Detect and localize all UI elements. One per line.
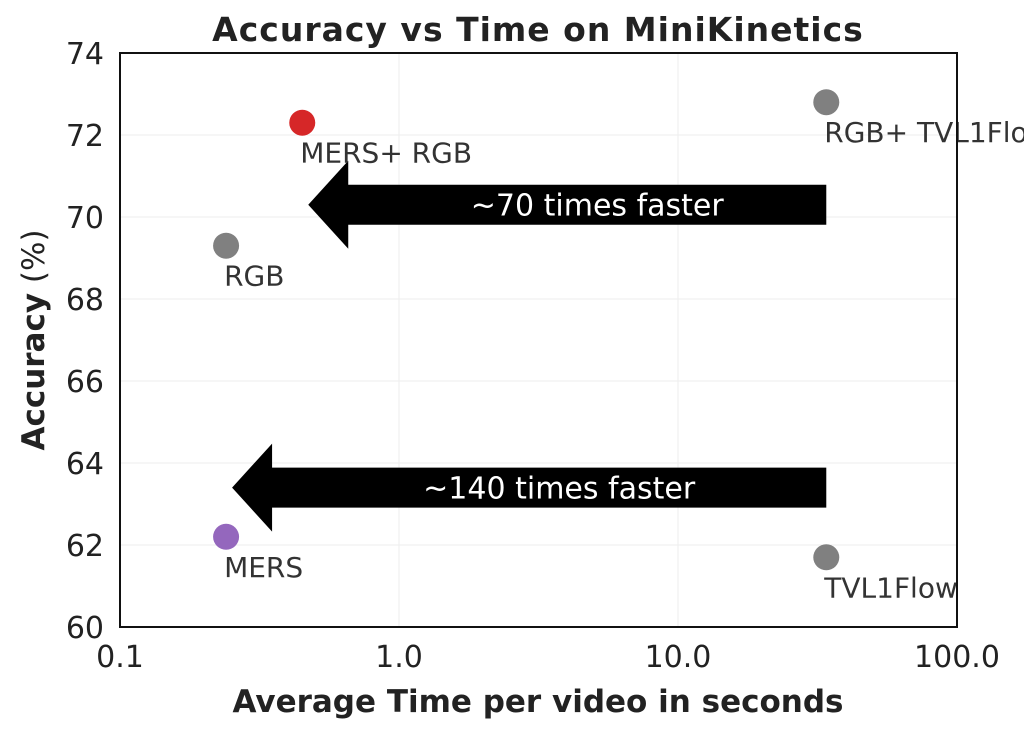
data-points: MERS+ RGB RGB MERS RGB+ TVL1Flow TVL1Flow bbox=[213, 89, 1024, 604]
x-tick-label: 0.1 bbox=[96, 640, 144, 675]
data-point bbox=[213, 232, 240, 259]
y-tick-label: 60 bbox=[66, 611, 104, 646]
x-tick-label: 1.0 bbox=[375, 640, 423, 675]
y-axis-label-unit: (%) bbox=[16, 229, 52, 293]
point-label: RGB+ TVL1Flow bbox=[824, 116, 1024, 149]
y-tick-label: 64 bbox=[66, 447, 104, 482]
y-tick-label: 68 bbox=[66, 283, 104, 318]
chart-title: Accuracy vs Time on MiniKinetics bbox=[212, 10, 864, 49]
x-tick-label: 100.0 bbox=[914, 640, 1000, 675]
y-tick-label: 74 bbox=[66, 37, 104, 72]
speedup-arrow bbox=[232, 443, 827, 532]
tick-labels: 60 62 64 66 68 70 72 74 0.1 1.0 10.0 100.0 bbox=[66, 37, 1000, 675]
data-point bbox=[289, 109, 316, 136]
y-tick-label: 66 bbox=[66, 365, 104, 400]
point-label: MERS+ RGB bbox=[300, 137, 472, 170]
point-label: TVL1Flow bbox=[823, 571, 958, 604]
point-label: RGB bbox=[224, 260, 284, 293]
y-axis-label: Accuracy (%) bbox=[16, 229, 52, 450]
y-tick-label: 70 bbox=[66, 201, 104, 236]
x-axis-label: Average Time per video in seconds bbox=[232, 684, 843, 720]
data-point bbox=[813, 544, 840, 571]
y-tick-label: 72 bbox=[66, 119, 104, 154]
y-axis-label-main: Accuracy bbox=[16, 293, 52, 451]
x-tick-label: 10.0 bbox=[645, 640, 712, 675]
annotation-arrows: ~70 times faster ~140 times faster bbox=[232, 160, 827, 532]
y-tick-label: 62 bbox=[66, 529, 104, 564]
data-point bbox=[813, 89, 840, 116]
speedup-label: ~70 times faster bbox=[471, 189, 725, 224]
data-point bbox=[213, 523, 240, 550]
speedup-label: ~140 times faster bbox=[423, 472, 696, 507]
point-label: MERS bbox=[224, 551, 303, 584]
plot-frame bbox=[119, 52, 958, 628]
speedup-arrow bbox=[308, 160, 827, 249]
